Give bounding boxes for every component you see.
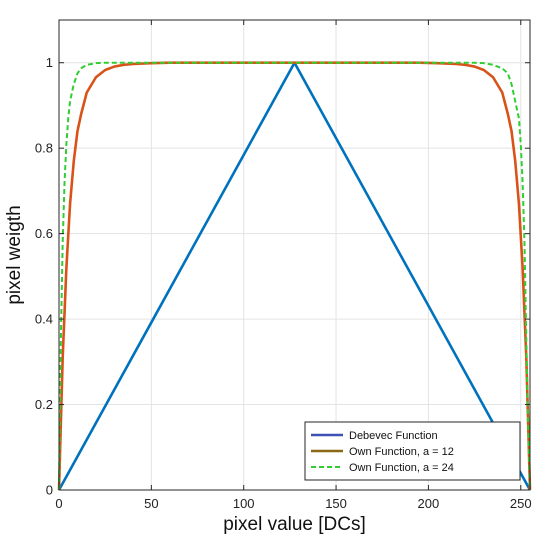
plot-area (59, 20, 530, 490)
y-tick-label: 0.8 (35, 141, 53, 156)
legend: Debevec Function Own Function, a = 12 Own … (304, 421, 521, 481)
y-tick-label: 0.4 (35, 312, 53, 327)
x-axis-label: pixel value [DCs] (223, 514, 366, 535)
series-line-2 (57, 61, 532, 491)
tick-labels: 0 50 100 150 200 250 0 0.2 0.4 0.6 0.8 1 (35, 20, 532, 511)
x-tick-label: 250 (510, 496, 532, 511)
y-tick-label: 0 (46, 483, 53, 498)
y-axis-label: pixel weigth (4, 205, 25, 304)
legend-entry: Own Function, a = 24 (349, 462, 454, 474)
x-tick-label: 100 (233, 496, 255, 511)
x-tick-label: 200 (418, 496, 440, 511)
legend-entry: Own Function, a = 12 (349, 446, 454, 458)
series-lines (57, 61, 532, 491)
y-tick-label: 0.2 (35, 397, 53, 412)
x-tick-label: 0 (55, 496, 62, 511)
y-tick-label: 0.6 (35, 226, 53, 241)
x-tick-label: 150 (325, 496, 347, 511)
plot-border (58, 19, 531, 491)
y-tick-label: 1 (46, 55, 53, 70)
grid-lines (58, 20, 530, 491)
series-line-3 (58, 61, 531, 491)
x-tick-label: 50 (144, 496, 158, 511)
legend-entry: Debevec Function (349, 430, 438, 442)
